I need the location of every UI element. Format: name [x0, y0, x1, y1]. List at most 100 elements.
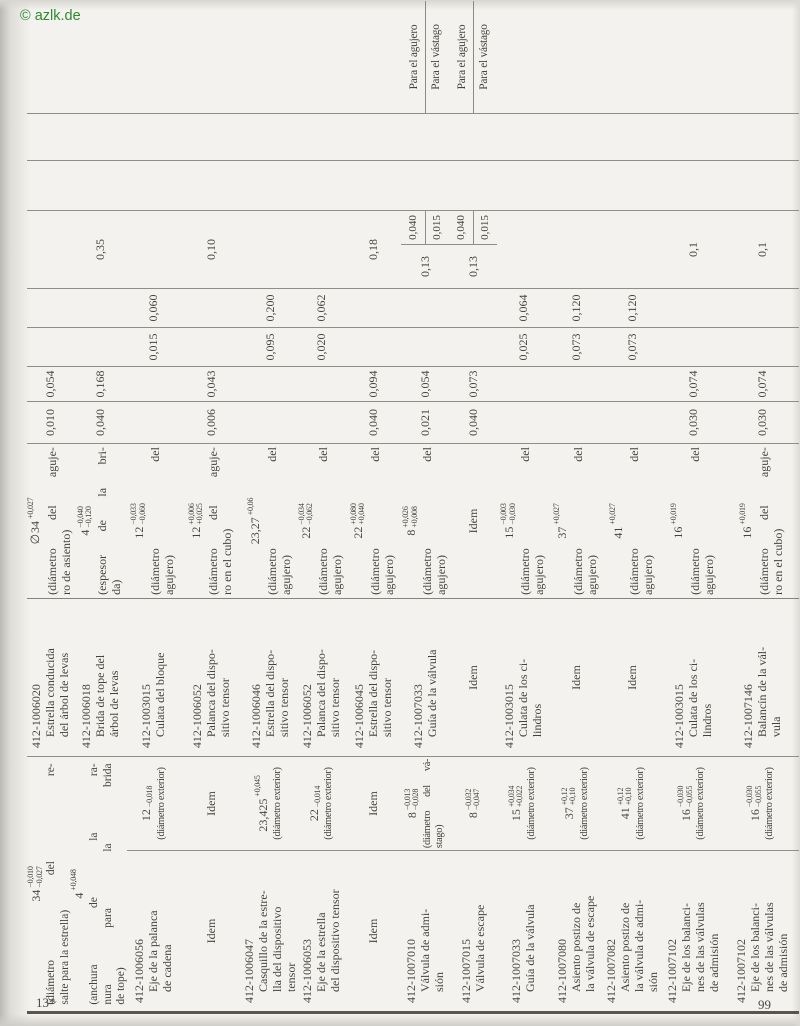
table-cell-value: 0,074 [724, 366, 799, 401]
table-cell-mating-part: Idem [603, 598, 661, 756]
part-name-line: de admisión [706, 933, 721, 992]
table-cell-mating-dimension: 41 +0,027 (diámetro del agujero) [603, 443, 661, 598]
table-cell-dimension: Idem [179, 756, 242, 850]
watermark: © azlk.de [20, 8, 81, 24]
part-name: 412-1003015 Culata de los ci-lindros [502, 607, 544, 748]
table-cell-mating-dimension: 16 +0,019 (diámetro del agujero) [661, 443, 724, 598]
table-cell-empty [724, 160, 799, 210]
table-cell-mating-dimension: 8 +0,026 +0,008 (diámetro del agujero) [401, 443, 449, 598]
dimension-description: (espesor de la bri-da) [95, 447, 123, 595]
dimension-description: (anchura de la ra-nura para la brida de t… [88, 763, 129, 1004]
part-name-line: sitivo tensor [276, 678, 291, 738]
part-name-line: nes de las válvulas [692, 902, 707, 992]
part-number: 412-1006020 [28, 684, 43, 749]
table-cell-empty [27, 160, 72, 210]
nominal-size: 22 [306, 809, 321, 822]
table-cell-limit [549, 210, 603, 288]
table-cell-value: 0,073 [449, 366, 497, 401]
table-cell-part: 412-1007080 Asiento postizo de la válvula … [549, 850, 603, 1011]
nominal-size: 34 [28, 520, 42, 533]
table-cell-part: 412-1007082 Asiento postizo de la válvula … [603, 850, 661, 1011]
table-cell-value: 0,054 [401, 366, 449, 401]
table-cell-dimension: 37 +0,12 +0,10 (diámetro exterior) [549, 756, 603, 850]
dimension-description: (diámetro del agujero) [265, 447, 293, 595]
text-line: agujero) [162, 554, 176, 595]
table-cell-annotation [127, 1, 179, 113]
nominal-size: 8 [466, 812, 480, 819]
dimension: 34 −0,010 −0,027 (diámetro del re-salte par… [26, 763, 72, 1004]
annotation-labels: Para el agujero Para el vástago [401, 1, 449, 113]
dimension: 8 −0,032 −0,047 [464, 759, 482, 848]
tolerance-stack: −0,013 −0,028 [403, 789, 421, 810]
dimension-value: 12 −0,018 [138, 759, 155, 848]
table-cell-value [297, 401, 344, 443]
value-number: 0,062 [313, 294, 328, 322]
table-cell-limit [603, 210, 661, 288]
dimension-description: (diámetro exterior) [156, 759, 169, 848]
text-line: (diámetro del [367, 447, 382, 595]
table-cell-mating-dimension: 37 +0,027 (diámetro del agujero) [549, 443, 603, 598]
text-line: agujero) [641, 554, 655, 595]
nominal-size: 23,27 [248, 517, 262, 545]
table-cell-value: 0,094 [344, 366, 401, 401]
dimension: 16 −0,030 −0,055 (diámetro exterior) [676, 759, 708, 848]
tolerance-stack: −0,003 −0,030 [499, 503, 517, 524]
table-cell-limit: 0,13 0,040 0,015 [449, 210, 497, 288]
value-number: 0,074 [685, 370, 700, 398]
table-cell-value: 0,168 [72, 366, 127, 401]
text-line: (diámetro exterior) [634, 767, 646, 840]
text-line: (diámetro del vá- [421, 758, 433, 849]
value-number: 0,073 [466, 370, 480, 398]
table-cell-limit [497, 210, 549, 288]
text-line: (diámetro del [687, 447, 702, 595]
table-cell-part: 412-1006047 Casquillo de la estre-lla del… [242, 850, 298, 1011]
dimension-value: 37 +0,027 [552, 447, 570, 595]
dimension-value: 12 −0,033 −0,060 [129, 447, 147, 595]
table-cell-part: 412-1006053 Eje de la estrella del disposi… [297, 850, 344, 1011]
part-name-line: Casquillo de la estre- [255, 890, 270, 992]
table-cell-value: 0,120 [603, 288, 661, 327]
table-cell-value: 0,040 [344, 401, 401, 443]
table-cell-value [497, 401, 549, 443]
part-name-line: Guía de la válvula [523, 904, 537, 992]
part-name: 412-1006018 Brida de tope del árbol de lev… [79, 607, 121, 748]
table-cell-annotation: Para el agujero Para el vástago [449, 1, 497, 113]
text-line: (diámetro exterior) [323, 767, 335, 840]
part-name-line: vula [768, 716, 783, 738]
dimension-value: 23,425 +0,045 [253, 759, 271, 848]
part-name-line: Válvula de admi- [418, 908, 432, 992]
table-cell-dimension: 41 +0,12 +0,10 (diámetro exterior) [603, 756, 661, 850]
table-cell-value [401, 288, 449, 327]
part-name-line: Eje de los balanci- [747, 903, 762, 992]
text-line: agujero) [278, 554, 293, 595]
part-name: 412-1003015 Culata de los ci-lindros [672, 607, 714, 748]
value-number: 0,040 [92, 409, 107, 436]
part-name: 412-1006047 Casquillo de la estre-lla del… [242, 859, 298, 1003]
part-name-line: Culata de los ci- [516, 658, 530, 738]
dimension-value: 8 −0,032 −0,047 [464, 759, 482, 848]
table-cell-mating-dimension: 22 +0,080 +0,040 (diámetro del agujero) [344, 443, 401, 598]
text-line: ro en el cubo) [219, 528, 234, 595]
idem-text: Idem [625, 665, 639, 690]
dimension: 23,27 +0,06 (diámetro del agujero) [246, 447, 293, 595]
part-number: 412-1007015 [459, 939, 473, 1003]
text-line: (diámetro exterior) [525, 767, 537, 840]
lower-tolerance: −0,047 [472, 788, 481, 811]
dimension: 37 +0,027 (diámetro del agujero) [552, 447, 599, 595]
dimension-description: (diámetro del agujero) [316, 447, 344, 595]
limit-left: 0,13 [449, 245, 497, 288]
dimension-value: 41 +0,12 +0,10 [616, 759, 634, 848]
table-cell-value: 0,200 [242, 288, 297, 327]
nominal-size: 41 [610, 526, 625, 539]
part-number: 412-1007102 [733, 939, 748, 1003]
table-cell-empty [297, 113, 344, 160]
table-cell-dimension-merged: 34 −0,010 −0,027 (diámetro del re-salte par… [26, 756, 72, 1011]
dimension-value: 16 −0,030 −0,055 [676, 759, 694, 848]
lower-tolerance: −0,120 [84, 506, 93, 528]
table-cell-value [297, 366, 344, 401]
table-cell-dimension: Idem [344, 756, 401, 850]
text-line: (diámetro exterior) [578, 767, 590, 840]
lower-tolerance: +0,008 [409, 506, 419, 528]
table-cell-empty [603, 160, 661, 210]
